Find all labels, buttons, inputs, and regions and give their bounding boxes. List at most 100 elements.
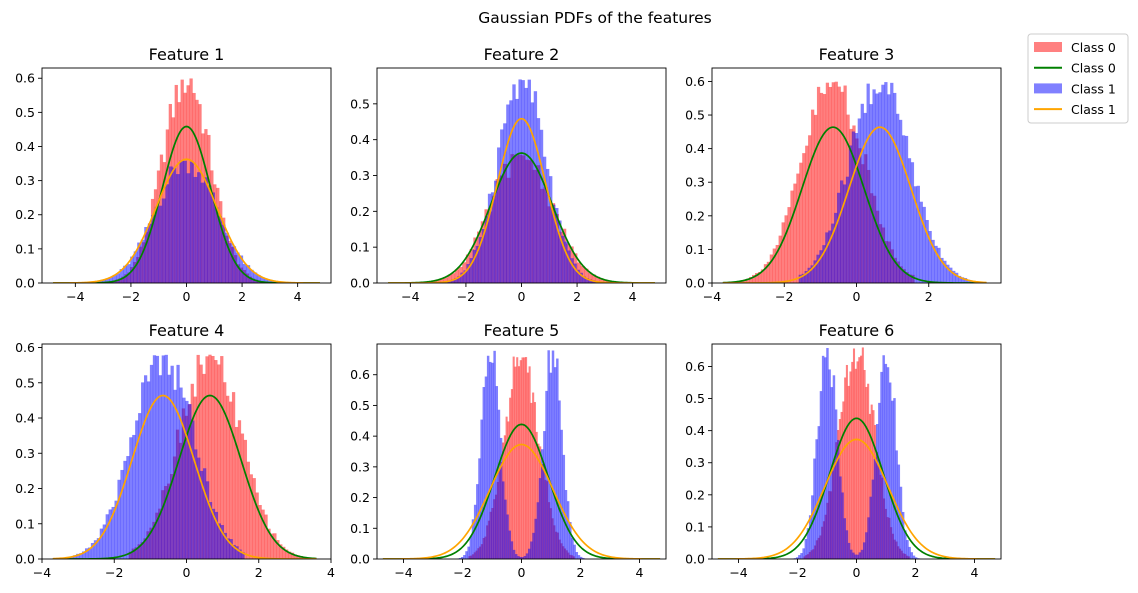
hist-bar — [463, 555, 466, 559]
hist-bar — [781, 222, 785, 283]
hist-bar — [839, 476, 842, 559]
hist-bar — [225, 232, 230, 283]
hist-bar — [454, 278, 458, 283]
hist-bar — [135, 420, 139, 559]
x-tick-label: −4 — [703, 289, 721, 304]
hist-bar — [740, 280, 744, 283]
hist-bar — [486, 355, 490, 559]
y-tick-label: 0.3 — [685, 175, 705, 190]
hist-bar — [191, 420, 195, 559]
hist-bar — [843, 85, 847, 283]
hist-bar — [881, 84, 885, 283]
hist-bar — [149, 364, 154, 559]
hist-bar — [138, 413, 142, 559]
x-tick-label: −2 — [788, 565, 806, 580]
hist-bar — [549, 176, 553, 283]
hist-bar — [102, 524, 106, 559]
hist-bar — [451, 273, 456, 283]
hist-bar — [952, 270, 956, 283]
hist-bar — [109, 277, 113, 283]
subplot-6: Feature 6 −4 −2 0 2 4 0.0 0.1 0.2 0.3 0.4 0.5 0.6 — [685, 321, 1002, 580]
hist-bar — [866, 83, 870, 283]
hist-bar — [196, 354, 200, 559]
hist-bar — [535, 431, 538, 559]
hist-bar — [808, 515, 812, 559]
hist-bar — [539, 129, 544, 283]
hist-bar — [465, 551, 468, 559]
hist-bar — [530, 402, 533, 559]
hist-bar — [143, 375, 148, 559]
plot-area — [382, 350, 661, 559]
hist-bar — [503, 123, 507, 283]
hist-bar — [480, 419, 483, 559]
hist-bar — [108, 509, 112, 559]
x-tick-label: 0 — [518, 289, 526, 304]
x-tick-label: 2 — [925, 289, 933, 304]
hist-bar — [510, 389, 513, 559]
hist-bar — [519, 556, 522, 559]
hist-bar — [884, 363, 888, 559]
hist-bar — [862, 542, 866, 559]
hist-bar — [931, 239, 935, 283]
hist-bar — [571, 537, 574, 559]
hist-bar — [241, 552, 245, 559]
y-tick-label: 0.6 — [15, 71, 35, 86]
y-tick-label: 0.4 — [350, 429, 370, 444]
hist-bar — [865, 386, 868, 559]
hist-bar — [822, 245, 826, 283]
hist-bar — [760, 269, 765, 283]
hist-bar — [506, 514, 509, 559]
hist-bar — [834, 81, 838, 283]
hist-bar — [824, 357, 827, 559]
hist-bar — [161, 355, 165, 559]
hist-bar — [943, 260, 947, 283]
hist-bar — [126, 456, 130, 559]
hist-bar — [168, 166, 173, 283]
hist-bar — [506, 104, 510, 283]
hist-bar — [849, 371, 852, 559]
hist-bar — [487, 193, 492, 283]
pdf-line-class-0 — [388, 152, 655, 283]
hist-bar — [521, 357, 524, 559]
hist-bar — [536, 502, 540, 559]
y-tick-label: 0.0 — [685, 276, 705, 291]
hist-bar — [490, 192, 495, 283]
hist-bar — [851, 131, 856, 283]
hist-bar — [239, 255, 244, 283]
hist-bar — [852, 552, 855, 559]
hist-bar — [860, 549, 864, 559]
hist-bar — [512, 549, 516, 559]
hist-bar — [831, 82, 835, 283]
hist-bar — [811, 495, 814, 559]
hist-bar — [439, 278, 444, 283]
hist-bar — [925, 219, 929, 283]
hist-bar — [582, 557, 585, 559]
hist-bar — [899, 119, 903, 283]
y-tick-label: 0.5 — [685, 108, 705, 123]
x-tick-label: 0 — [518, 565, 526, 580]
hist-bar — [795, 557, 799, 559]
hist-bar — [813, 260, 817, 283]
hist-bar — [807, 267, 811, 283]
hist-bar — [819, 92, 824, 283]
hist-bar — [825, 82, 830, 283]
hist-bar — [904, 135, 909, 283]
hist-bar — [296, 555, 301, 559]
hist-bar — [845, 176, 850, 283]
legend-entry: Class 0 — [1034, 40, 1116, 55]
hist-bar — [845, 530, 849, 559]
hist-bar — [875, 93, 879, 283]
hist-bar — [831, 223, 835, 283]
hist-bar — [887, 94, 891, 283]
hist-bar — [205, 481, 210, 559]
hist-bar — [888, 382, 892, 559]
figure-title: Gaussian PDFs of the features — [478, 9, 712, 27]
subplot-grid: Feature 1−4 −2 0 2 40.00.10.20.30.40.50.6Fea… — [15, 45, 1002, 580]
hist-bar — [155, 355, 160, 559]
hist-bar — [179, 160, 184, 283]
hist-bar — [542, 156, 547, 283]
hist-bar — [523, 555, 527, 559]
hist-bar — [491, 362, 494, 559]
hist-bar — [288, 551, 292, 559]
hist-bar — [746, 278, 750, 283]
